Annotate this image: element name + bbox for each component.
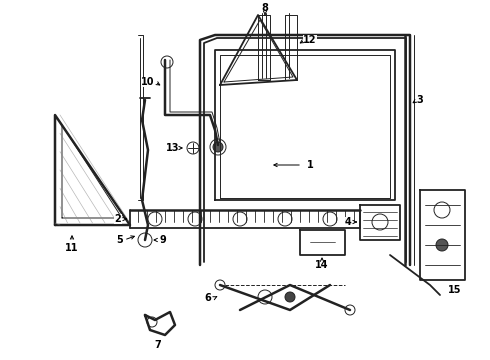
Text: 8: 8 <box>262 3 269 13</box>
Text: 1: 1 <box>307 160 314 170</box>
Text: 3: 3 <box>416 95 423 105</box>
Text: 6: 6 <box>205 293 211 303</box>
Text: 12: 12 <box>303 35 317 45</box>
Text: 7: 7 <box>155 340 161 350</box>
Text: 4: 4 <box>344 217 351 227</box>
Circle shape <box>285 292 295 302</box>
Text: 2: 2 <box>115 214 122 224</box>
Text: 11: 11 <box>65 243 79 253</box>
Text: 5: 5 <box>117 235 123 245</box>
Text: 14: 14 <box>315 260 329 270</box>
Text: 13: 13 <box>166 143 180 153</box>
Circle shape <box>213 142 223 152</box>
Text: 10: 10 <box>141 77 155 87</box>
Text: 15: 15 <box>448 285 462 295</box>
Text: 9: 9 <box>160 235 167 245</box>
Circle shape <box>436 239 448 251</box>
